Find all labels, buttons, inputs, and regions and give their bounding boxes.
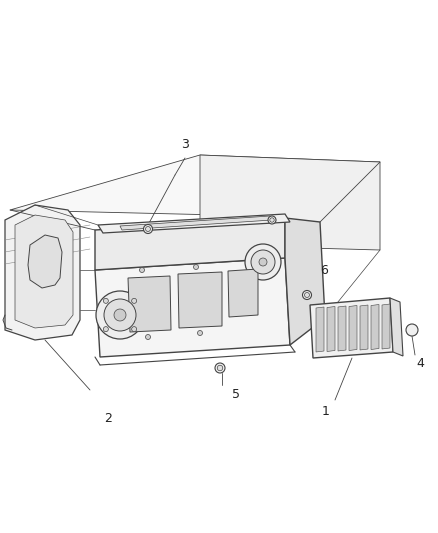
- Circle shape: [139, 268, 145, 272]
- Polygon shape: [120, 216, 272, 230]
- Polygon shape: [95, 258, 290, 357]
- Circle shape: [270, 218, 274, 222]
- Text: 6: 6: [320, 263, 328, 277]
- Polygon shape: [349, 305, 357, 351]
- Polygon shape: [128, 276, 171, 332]
- Polygon shape: [15, 215, 73, 328]
- Polygon shape: [10, 155, 380, 215]
- Polygon shape: [327, 306, 335, 351]
- Text: 1: 1: [322, 405, 330, 418]
- Polygon shape: [338, 306, 346, 351]
- Polygon shape: [200, 155, 380, 250]
- Polygon shape: [316, 307, 324, 352]
- Circle shape: [132, 298, 137, 303]
- Circle shape: [96, 291, 144, 339]
- Polygon shape: [310, 298, 393, 358]
- Circle shape: [144, 224, 152, 233]
- Circle shape: [215, 363, 225, 373]
- Polygon shape: [285, 218, 325, 345]
- Polygon shape: [95, 218, 285, 270]
- Text: 3: 3: [181, 139, 189, 151]
- Circle shape: [103, 327, 108, 332]
- Polygon shape: [178, 272, 222, 328]
- Circle shape: [268, 216, 276, 224]
- Polygon shape: [228, 269, 258, 317]
- Polygon shape: [28, 235, 62, 288]
- Circle shape: [251, 250, 275, 274]
- Circle shape: [259, 258, 267, 266]
- Circle shape: [245, 244, 281, 280]
- Polygon shape: [98, 214, 290, 233]
- Circle shape: [132, 327, 137, 332]
- Circle shape: [145, 335, 151, 340]
- Polygon shape: [371, 304, 379, 350]
- Text: 5: 5: [232, 388, 240, 401]
- Polygon shape: [382, 304, 390, 349]
- Circle shape: [217, 365, 223, 371]
- Circle shape: [194, 264, 198, 270]
- Text: 4: 4: [416, 357, 424, 370]
- Circle shape: [406, 324, 418, 336]
- Circle shape: [104, 299, 136, 331]
- Text: 2: 2: [104, 411, 112, 424]
- Polygon shape: [360, 305, 368, 350]
- Circle shape: [145, 227, 151, 231]
- Circle shape: [304, 293, 310, 297]
- Circle shape: [114, 309, 126, 321]
- Circle shape: [303, 290, 311, 300]
- Circle shape: [103, 298, 108, 303]
- Polygon shape: [5, 205, 80, 340]
- Circle shape: [198, 330, 202, 335]
- Polygon shape: [390, 298, 403, 356]
